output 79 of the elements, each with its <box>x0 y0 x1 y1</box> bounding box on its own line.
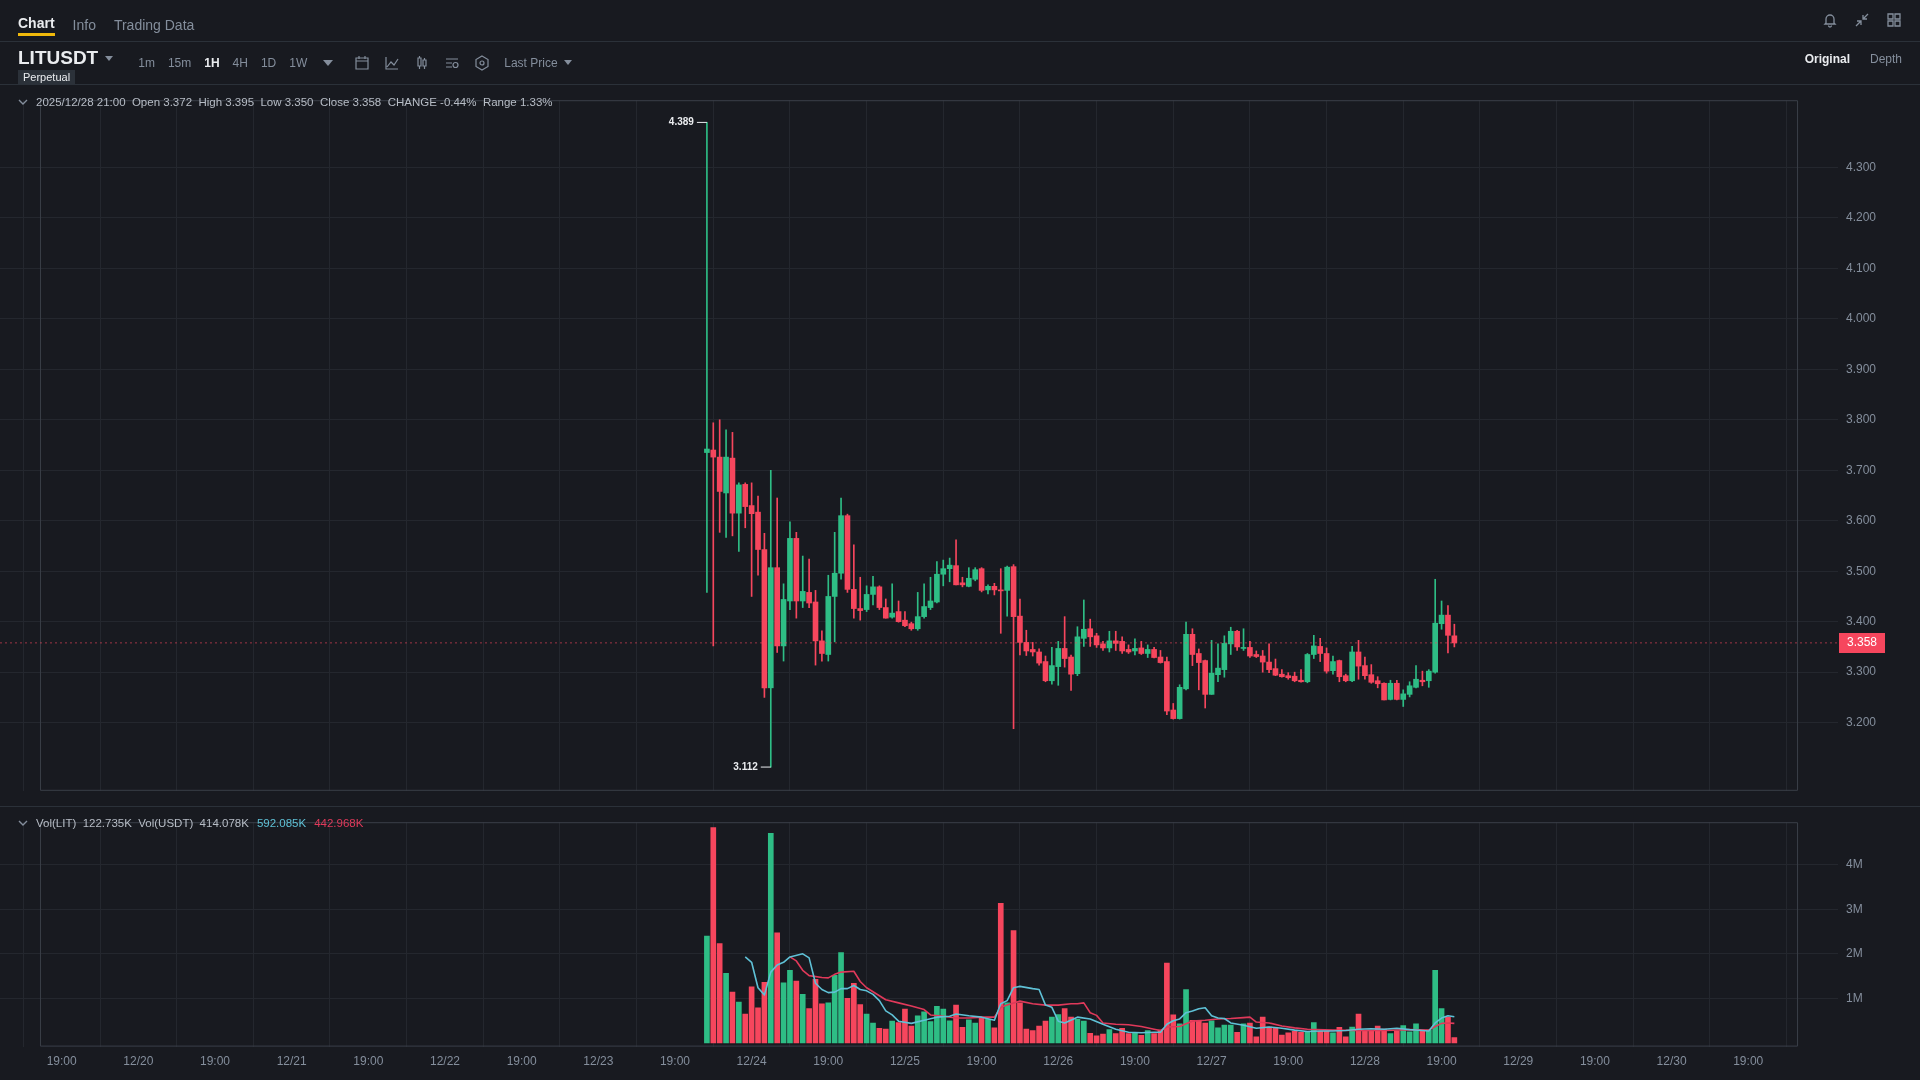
x-tick-label: 12/26 <box>1043 1054 1074 1069</box>
bar <box>1132 1032 1138 1044</box>
bar <box>1004 1002 1010 1044</box>
text: 4H <box>232 56 248 70</box>
y-tick-label: 3.600 <box>1846 513 1877 528</box>
y-tick-label: 4.000 <box>1846 311 1877 326</box>
x-tick-label: 19:00 <box>506 1054 537 1069</box>
y-tick-label: 3.300 <box>1846 664 1877 679</box>
bar <box>985 1019 991 1044</box>
y-tick-label: 3.900 <box>1846 361 1877 376</box>
chart-subtitle: 2025/12/28 21:00 Open 3.372 High 3.395 Low 3.350 Close 3.358 CHANGE -0.44% Range 1.33% <box>36 96 553 108</box>
y-tick-label: 3M <box>1846 901 1863 916</box>
x-tick-label: 12/28 <box>1349 1054 1381 1069</box>
bar <box>736 1001 742 1044</box>
y-tick-label: 4M <box>1846 856 1863 871</box>
x-tick-label: 12/27 <box>1196 1054 1227 1069</box>
x-tick-label: 19:00 <box>199 1054 231 1069</box>
candlestick <box>704 122 710 593</box>
x-tick-label: 12/20 <box>123 1054 154 1069</box>
x-tick-label: 12/25 <box>889 1054 921 1069</box>
x-tick-label: 12/23 <box>583 1054 614 1069</box>
annotation: 3.112 <box>733 760 759 772</box>
y-tick-label: 3.200 <box>1846 714 1877 729</box>
x-tick-label: 19:00 <box>46 1054 78 1069</box>
bar <box>1394 1030 1400 1044</box>
text: Info <box>72 17 96 33</box>
bar <box>774 932 781 1044</box>
text: Chart <box>18 14 55 36</box>
x-tick-label: 19:00 <box>1119 1054 1151 1069</box>
y-tick-label: 3.800 <box>1846 412 1877 427</box>
text: 1m <box>138 56 155 70</box>
x-tick-label: 19:00 <box>1733 1054 1764 1069</box>
y-tick-label: 3.500 <box>1846 563 1877 578</box>
candlestick <box>1132 638 1138 656</box>
bar <box>723 973 729 1044</box>
x-tick-label: 12/24 <box>736 1054 767 1069</box>
text: Perpetual <box>18 70 76 84</box>
ref-line-label: 3.358 <box>1846 635 1878 650</box>
text: 1D <box>260 56 277 70</box>
bar <box>1138 1035 1145 1044</box>
bar <box>799 994 806 1044</box>
annotation: 4.389 <box>668 116 695 128</box>
y-tick-label: 3.400 <box>1846 614 1877 628</box>
x-tick-label: 19:00 <box>1273 1054 1304 1069</box>
text: 15m <box>167 56 192 70</box>
text: 1H <box>204 56 220 70</box>
text: 442.968K <box>314 817 364 829</box>
y-tick-label: 4.100 <box>1846 260 1877 275</box>
text: 592.085K <box>256 817 307 829</box>
x-tick-label: 19:00 <box>966 1054 997 1069</box>
bar <box>1144 1030 1151 1044</box>
x-tick-label: 12/29 <box>1503 1054 1534 1069</box>
text: 1W <box>289 56 308 70</box>
candlestick <box>799 555 806 608</box>
text: Depth <box>1869 52 1902 66</box>
chart-title: LITUSDT <box>18 47 99 69</box>
x-tick-label: 19:00 <box>659 1054 691 1069</box>
x-tick-label: 19:00 <box>353 1054 384 1069</box>
x-tick-label: 12/30 <box>1656 1054 1687 1069</box>
x-tick-label: 12/22 <box>429 1054 461 1069</box>
x-tick-label: 19:00 <box>1579 1054 1611 1069</box>
y-tick-label: 4.300 <box>1846 159 1877 174</box>
bar <box>1330 1032 1336 1044</box>
y-tick-label: 3.700 <box>1846 462 1877 477</box>
candlestick <box>710 422 717 647</box>
y-tick-label: 1M <box>1846 990 1863 1005</box>
x-tick-label: 12/21 <box>276 1054 307 1069</box>
y-tick-label: 4.200 <box>1846 210 1877 225</box>
text: Original <box>1804 52 1850 66</box>
text: Last Price <box>504 56 558 70</box>
bar <box>767 833 774 1044</box>
chart-subtitle: Vol(LIT) 122.735K Vol(USDT) 414.078K <box>36 817 249 829</box>
text: Trading Data <box>113 17 195 33</box>
bar <box>1234 1031 1240 1044</box>
y-tick-label: 2M <box>1846 946 1863 961</box>
bar <box>889 1020 895 1044</box>
x-tick-label: 19:00 <box>813 1054 844 1069</box>
bar <box>704 935 710 1044</box>
x-tick-label: 19:00 <box>1426 1054 1457 1069</box>
